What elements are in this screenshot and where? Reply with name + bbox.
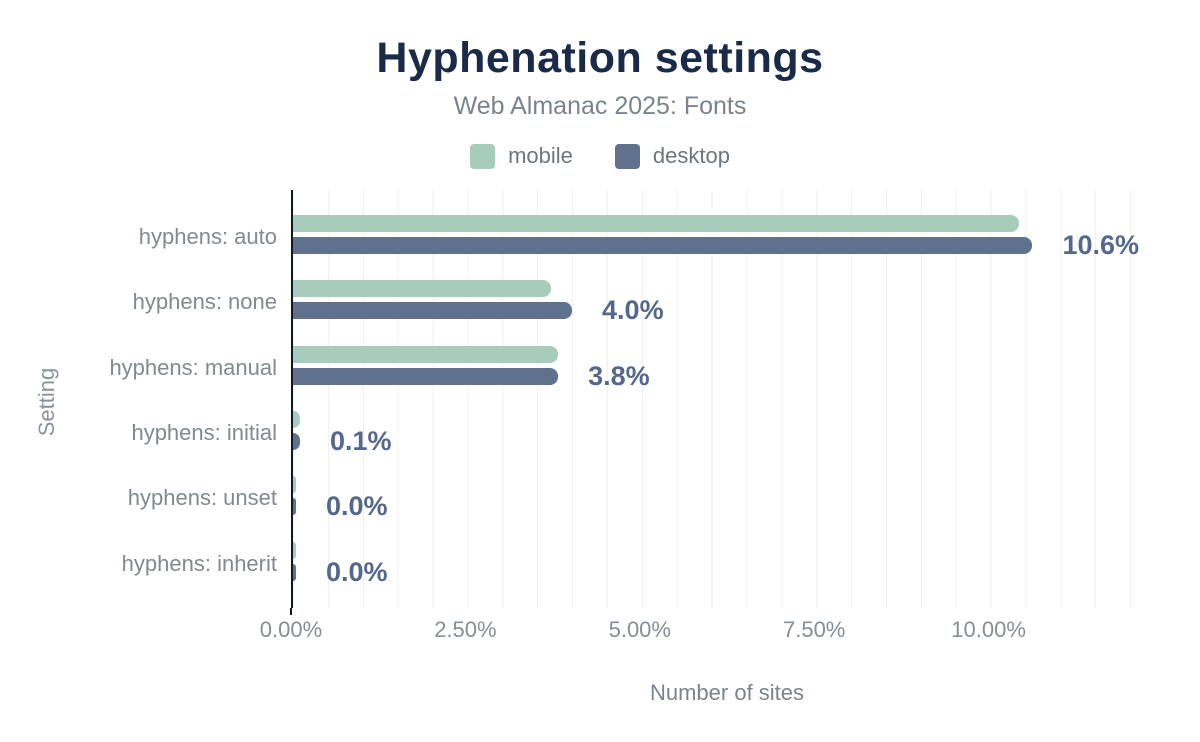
bar-mobile[interactable] xyxy=(293,280,552,298)
bar-mobile[interactable] xyxy=(293,410,300,428)
x-axis-title: Number of sites xyxy=(649,680,805,705)
value-label: 0.1% xyxy=(329,425,392,456)
category-label: hyphens: manual xyxy=(109,354,277,380)
category-label: hyphens: initial xyxy=(131,419,277,445)
legend-label-mobile: mobile xyxy=(508,143,573,168)
value-label: 3.8% xyxy=(588,360,650,391)
category-label: hyphens: unset xyxy=(127,485,277,511)
x-axis-tick-label: 7.50% xyxy=(782,617,846,642)
legend-item-desktop[interactable]: desktop xyxy=(614,143,730,169)
value-label: 0.0% xyxy=(326,556,388,587)
chart-title: Hyphenation settings xyxy=(376,34,824,82)
bar-mobile[interactable] xyxy=(293,541,296,559)
bar-desktop[interactable] xyxy=(293,237,1033,254)
bar-mobile[interactable] xyxy=(293,215,1019,232)
x-axis-tick-label: 2.50% xyxy=(434,617,497,642)
x-axis-tick-label: 10.00% xyxy=(951,617,1026,642)
x-axis-tick-label: 5.00% xyxy=(608,617,671,642)
desktop-swatch-icon xyxy=(614,143,640,169)
x-axis-tick-label: 0.00% xyxy=(259,617,323,642)
bar-mobile[interactable] xyxy=(293,476,296,494)
bar-desktop[interactable] xyxy=(293,367,559,385)
value-label: 0.0% xyxy=(326,491,388,522)
bar-desktop[interactable] xyxy=(293,302,573,320)
chart-subtitle: Web Almanac 2025: Fonts xyxy=(453,92,747,120)
value-label: 4.0% xyxy=(602,295,664,326)
bar-desktop[interactable] xyxy=(293,563,296,581)
value-label: 10.6% xyxy=(1062,230,1140,260)
bar-desktop[interactable] xyxy=(293,498,296,516)
legend-label-desktop: desktop xyxy=(652,143,730,168)
mobile-swatch-icon xyxy=(470,143,496,169)
plot-area: 10.6% 4.0% 3.8% 0.1% 0.0% 0.0% xyxy=(291,190,1165,608)
bar-desktop[interactable] xyxy=(293,432,300,450)
category-label: hyphens: auto xyxy=(138,224,277,249)
category-label: hyphens: inherit xyxy=(121,550,277,576)
legend: mobile desktop xyxy=(0,143,1200,169)
bar-mobile[interactable] xyxy=(293,345,559,363)
zero-tick xyxy=(290,608,292,615)
category-label: hyphens: none xyxy=(132,289,277,315)
legend-item-mobile[interactable]: mobile xyxy=(470,143,573,169)
